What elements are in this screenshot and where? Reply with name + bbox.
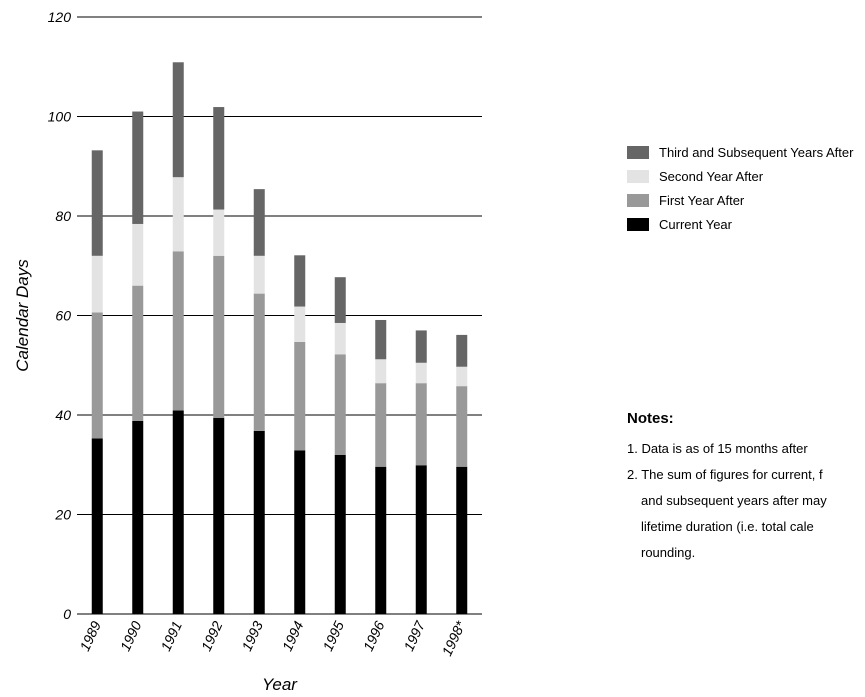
legend-label: First Year After: [659, 192, 745, 208]
legend-swatch: [627, 145, 649, 159]
bar-segment: [375, 383, 387, 467]
bar-segment: [213, 255, 225, 418]
note-line: 1. Data is as of 15 months after: [627, 441, 808, 456]
y-tick-label: 120: [48, 9, 72, 25]
bar-segment: [456, 366, 468, 387]
x-tick-label: 1998*: [439, 618, 469, 658]
legend-swatch: [627, 193, 649, 207]
bar-segment: [172, 62, 184, 178]
bar-segment: [253, 255, 265, 294]
x-axis-title: Year: [262, 675, 298, 694]
bar-segment: [213, 417, 225, 614]
x-tick-label: 1993: [238, 618, 266, 653]
bar-segment: [132, 111, 144, 224]
legend-item: First Year After: [627, 188, 853, 212]
legend-label: Third and Subsequent Years After: [659, 144, 854, 160]
y-tick-label: 60: [55, 308, 71, 324]
bar-segment: [334, 454, 346, 614]
note-2: 2. The sum of figures for current, f and…: [627, 462, 865, 566]
bar-segment: [91, 255, 103, 313]
x-tick-label: 1994: [279, 618, 307, 653]
y-tick-label: 80: [55, 208, 71, 224]
x-tick-label: 1989: [76, 618, 104, 653]
bar-segment: [132, 285, 144, 421]
bar-segment: [253, 430, 265, 614]
y-tick-label: 20: [54, 507, 71, 523]
legend-label: Second Year After: [659, 168, 764, 184]
bar-segment: [294, 341, 306, 451]
bar-segment: [375, 319, 387, 360]
note-line: and subsequent years after may: [641, 493, 827, 508]
bar-segment: [334, 277, 346, 323]
bar-segment: [253, 189, 265, 256]
y-tick-label: 0: [63, 606, 71, 622]
bar-segment: [294, 306, 306, 342]
note-line: lifetime duration (i.e. total cale: [641, 519, 814, 534]
note-1: 1. Data is as of 15 months after: [627, 436, 865, 462]
bar-segment: [375, 466, 387, 614]
bar-segment: [456, 386, 468, 467]
chart-legend: Third and Subsequent Years After Second …: [627, 140, 853, 236]
note-line: rounding.: [641, 545, 696, 560]
legend-item: Second Year After: [627, 164, 853, 188]
x-tick-label: 1995: [319, 618, 347, 653]
stacked-bar-chart: 0 20 40 60 80 100 120 1989 1990 1991 1992 1993 1994 1…: [13, 9, 482, 694]
x-tick-label: 1991: [157, 619, 185, 654]
bar-segment: [415, 362, 427, 384]
legend-item: Third and Subsequent Years After: [627, 140, 853, 164]
bar-segment: [91, 150, 103, 256]
bar-segment: [253, 293, 265, 431]
bar-segment: [132, 420, 144, 614]
legend-swatch: [627, 169, 649, 183]
x-tick-label: 1997: [400, 617, 428, 653]
bar-segment: [132, 223, 144, 286]
legend-swatch: [627, 217, 649, 231]
bar-segment: [294, 255, 306, 307]
y-tick-label: 40: [55, 407, 71, 423]
x-tick-label: 1996: [360, 618, 388, 653]
bar-segment: [415, 383, 427, 466]
notes-panel: Notes: 1. Data is as of 15 months after …: [627, 410, 865, 566]
bar-segment: [172, 410, 184, 614]
y-tick-label: 100: [48, 109, 72, 125]
bar-segment: [172, 251, 184, 411]
legend-item: Current Year: [627, 212, 853, 236]
bar-segment: [415, 330, 427, 363]
bar-segment: [456, 466, 468, 614]
bar-segment: [456, 334, 468, 367]
bar-segment: [172, 177, 184, 252]
bar-segment: [375, 359, 387, 384]
bar-segment: [415, 465, 427, 614]
x-tick-label: 1992: [198, 618, 226, 653]
bar-segment: [213, 107, 225, 210]
bar-segment: [91, 312, 103, 439]
notes-title: Notes:: [627, 410, 674, 427]
bar-segment: [294, 450, 306, 614]
x-tick-label: 1990: [117, 618, 145, 653]
bar-segment: [213, 209, 225, 256]
bar-segment: [334, 322, 346, 355]
bar-segment: [91, 438, 103, 614]
note-line: 2. The sum of figures for current, f: [627, 467, 823, 482]
y-axis-title: Calendar Days: [13, 259, 32, 372]
bar-segment: [334, 354, 346, 455]
legend-label: Current Year: [659, 216, 732, 232]
